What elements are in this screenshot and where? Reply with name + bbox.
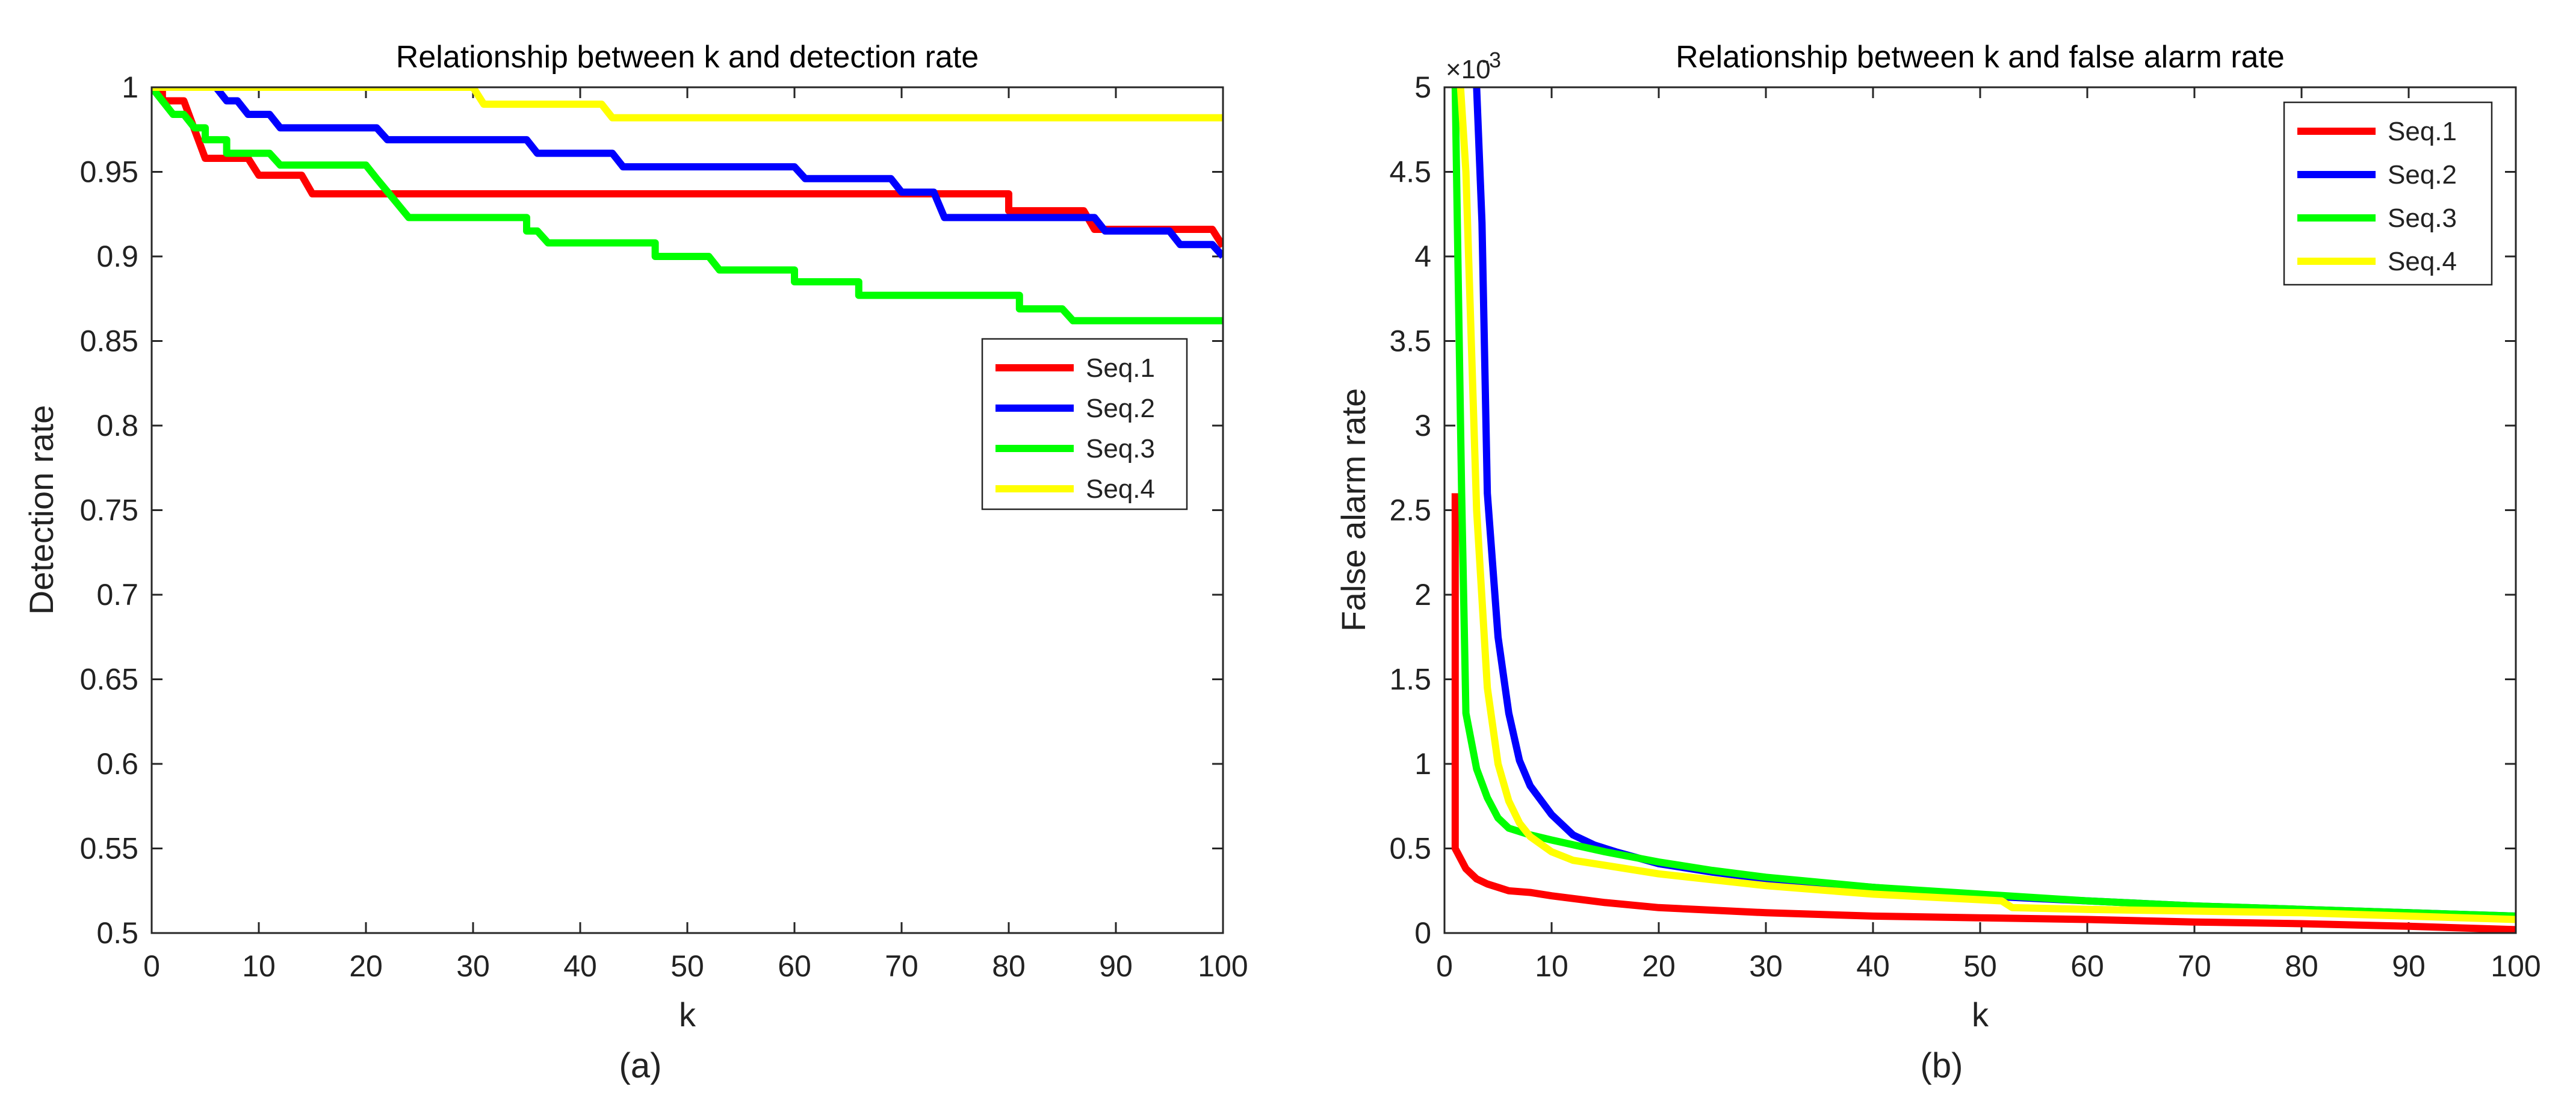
chart-false-alarm-rate: Relationship between k and false alarm r…	[1334, 40, 2541, 1085]
chart-a-title: Relationship between k and detection rat…	[396, 40, 979, 75]
chart-b-xtick-label: 0	[1436, 949, 1453, 983]
chart-a-series-seq2-line	[152, 87, 1223, 259]
chart-b-legend-label: Seq.4	[2388, 247, 2457, 276]
chart-b-y-scale-label: ×10	[1446, 55, 1491, 84]
chart-b-plot-frame	[1443, 86, 2517, 934]
chart-b-ytick-label: 3.5	[1389, 324, 1431, 358]
chart-a-ytick-label: 0.75	[80, 494, 138, 527]
chart-b-title: Relationship between k and false alarm r…	[1676, 40, 2285, 75]
chart-b-xtick-label: 70	[2178, 949, 2211, 983]
chart-b-series-seq4-line	[1457, 87, 2516, 923]
chart-a-xtick-label: 70	[885, 949, 918, 983]
chart-b-xtick-label: 50	[1963, 949, 1997, 983]
chart-a-series-seq3-line	[152, 87, 1223, 324]
chart-a-plot-frame	[150, 86, 1224, 934]
chart-b-xtick-label: 90	[2392, 949, 2426, 983]
chart-b-ylabel: False alarm rate	[1334, 388, 1372, 632]
chart-b-ytick-label: 4	[1414, 240, 1431, 273]
chart-b-ytick-label: 2	[1414, 578, 1431, 612]
chart-a-legend-label: Seq.4	[1086, 474, 1155, 504]
chart-b-ytick-label: 5	[1414, 70, 1431, 104]
chart-a-xtick-label: 90	[1099, 949, 1133, 983]
chart-a-ytick-label: 0.85	[80, 324, 138, 358]
chart-b-series-seq1-line	[1451, 493, 2516, 933]
chart-a-legend-label: Seq.3	[1086, 434, 1155, 464]
chart-b-legend: Seq.1 Seq.2 Seq.3 Seq.4	[2283, 101, 2493, 286]
chart-a-ytick-label: 0.9	[96, 240, 138, 273]
chart-b-ytick-label: 2.5	[1389, 494, 1431, 527]
chart-a-legend-label: Seq.2	[1086, 394, 1155, 423]
chart-b-xtick-label: 100	[2491, 949, 2540, 983]
chart-a-xtick-label: 60	[778, 949, 811, 983]
chart-a-ytick-label: 0.95	[80, 155, 138, 189]
chart-b-xtick-label: 40	[1856, 949, 1890, 983]
chart-a-xtick-label: 50	[670, 949, 704, 983]
chart-a-ytick-label: 0.6	[96, 747, 138, 781]
chart-b-ytick-label: 1.5	[1389, 663, 1431, 696]
chart-a-ytick-label: 1	[122, 70, 138, 104]
chart-b-caption: (b)	[1921, 1046, 1963, 1085]
chart-b-xtick-label: 30	[1749, 949, 1783, 983]
chart-a-ytick-label: 0.5	[96, 916, 138, 950]
chart-b-series-seq3-line	[1451, 87, 2516, 920]
chart-b-ytick-label: 4.5	[1389, 155, 1431, 189]
chart-b-ytick-label: 0.5	[1389, 832, 1431, 866]
chart-a-xlabel: k	[679, 996, 696, 1034]
chart-b-xtick-label: 60	[2070, 949, 2104, 983]
chart-a-legend-label: Seq.1	[1086, 353, 1155, 383]
chart-b-xtick-label: 10	[1535, 949, 1568, 983]
chart-b-ytick-label: 3	[1414, 409, 1431, 442]
chart-a-series-seq4-line	[152, 87, 1223, 122]
chart-b-ytick-label: 1	[1414, 747, 1431, 781]
chart-a-xtick-label: 100	[1198, 949, 1248, 983]
chart-b-ytick-label: 0	[1414, 916, 1431, 950]
chart-b-legend-label: Seq.3	[2388, 203, 2457, 233]
chart-a-xtick-label: 40	[563, 949, 597, 983]
chart-b-legend-label: Seq.2	[2388, 160, 2457, 190]
chart-a-xtick-label: 80	[992, 949, 1026, 983]
chart-a-legend: Seq.1 Seq.2 Seq.3 Seq.4	[981, 338, 1188, 510]
chart-b-xlabel: k	[1972, 996, 1989, 1034]
chart-a-xtick-label: 20	[349, 949, 383, 983]
chart-a-ytick-label: 0.8	[96, 409, 138, 442]
chart-a-ytick-label: 0.55	[80, 832, 138, 866]
chart-a-xtick-label: 30	[456, 949, 490, 983]
chart-a-xtick-label: 10	[242, 949, 276, 983]
chart-a-ytick-label: 0.65	[80, 663, 138, 696]
chart-a-xtick-label: 0	[143, 949, 160, 983]
chart-b-xtick-label: 80	[2285, 949, 2318, 983]
chart-b-y-scale-exponent: -3	[1482, 48, 1501, 72]
chart-detection-rate: Relationship between k and detection rat…	[22, 40, 1248, 1085]
chart-a-ylabel: Detection rate	[22, 405, 60, 615]
chart-a-caption: (a)	[619, 1046, 662, 1085]
chart-a-ytick-label: 0.7	[96, 578, 138, 612]
chart-b-xtick-label: 20	[1642, 949, 1676, 983]
chart-b-legend-label: Seq.1	[2388, 117, 2457, 146]
